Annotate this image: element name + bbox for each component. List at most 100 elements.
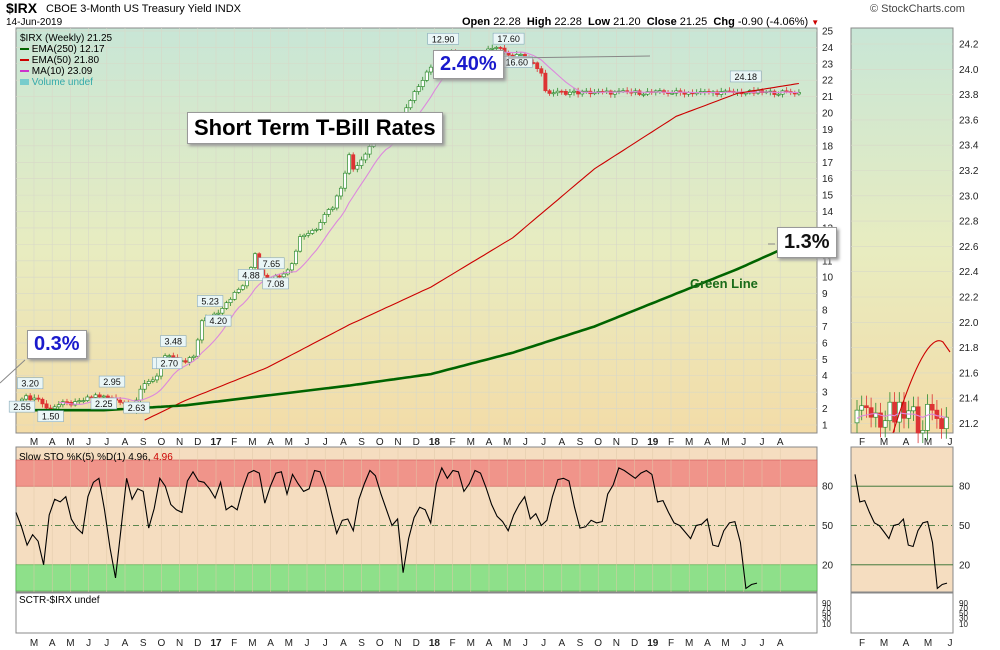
zoom-sctr-y-tick-label: 50 — [959, 609, 968, 618]
y-tick-label: 1 — [822, 421, 828, 432]
sto-y-tick-label: 20 — [822, 560, 834, 571]
zoom-candle-body — [878, 412, 883, 428]
candle-body — [351, 154, 356, 170]
value-label: 5.23 — [201, 297, 219, 307]
candle-body — [412, 91, 417, 101]
zoom-y-tick-label: 22.8 — [959, 217, 979, 228]
candle-body — [253, 253, 258, 268]
zoom-sto-y-tick-label: 50 — [959, 521, 971, 532]
x-tick-label: M — [467, 437, 475, 448]
candle-body — [294, 250, 298, 265]
zoom-sctr-x-tick-label: M — [880, 638, 888, 649]
sctr-panel-bg — [15, 592, 818, 634]
value-label: 2.63 — [128, 403, 146, 413]
green-line-label: Green Line — [690, 276, 758, 291]
sctr-x-tick-label: A — [340, 638, 347, 649]
candle-body — [81, 400, 86, 402]
candle-body — [314, 228, 319, 231]
open-label: Open — [462, 16, 491, 28]
zoom-y-tick-label: 23.2 — [959, 166, 979, 177]
close-label: Close — [646, 16, 677, 28]
sctr-x-tick-label: M — [503, 638, 511, 649]
candle-body — [77, 400, 82, 403]
value-label-box — [205, 314, 232, 327]
y-tick-label: 24 — [822, 43, 834, 54]
candle-body — [97, 394, 102, 398]
sto-k-line — [15, 466, 758, 590]
candle-body — [142, 383, 147, 390]
candle-body — [298, 236, 303, 252]
candle-body — [93, 394, 98, 398]
candle-body — [101, 395, 106, 398]
callout-low: 0.3% — [27, 330, 87, 359]
candle-body — [154, 375, 159, 381]
legend-ema50: EMA(50) 21.80 — [20, 55, 112, 66]
sctr-x-tick-label: O — [376, 638, 384, 649]
sctr-x-tick-label: J — [741, 638, 746, 649]
zoom-candle-body — [859, 405, 865, 411]
candle-body — [191, 355, 196, 358]
zoom-candle-body — [925, 403, 930, 431]
x-tick-label: N — [176, 437, 183, 448]
value-label-box — [90, 397, 117, 410]
candle-body — [167, 355, 172, 358]
sctr-x-tick-label: O — [594, 638, 602, 649]
candle-body — [776, 93, 781, 96]
zoom-y-tick-label: 21.6 — [959, 368, 979, 379]
y-tick-label: 9 — [822, 289, 828, 300]
value-label-box — [729, 70, 762, 83]
zoom-candle-body — [939, 418, 944, 429]
candle-body — [187, 357, 192, 363]
zoom-y-tick-label: 22.0 — [959, 318, 979, 329]
ema250-line — [22, 240, 800, 412]
candle-body — [302, 234, 307, 237]
candle-body — [32, 397, 37, 401]
zoom-sctr-x-tick-label: M — [924, 638, 932, 649]
sctr-x-tick-label: A — [49, 638, 56, 649]
x-tick-label: N — [613, 437, 620, 448]
zoom-sto-k-line — [854, 474, 948, 590]
low-value: 21.20 — [613, 16, 641, 28]
sctr-y-tick-label: 10 — [822, 620, 831, 629]
candle-body — [547, 90, 552, 94]
sto-y-tick-label: 80 — [822, 482, 834, 493]
sto-oversold-zone — [15, 564, 818, 592]
x-tick-label: J — [305, 437, 310, 448]
zoom-sctr-y-tick-label: 70 — [959, 604, 968, 613]
zoom-price-panel: 24.2 24.0 23.8 23.6 23.4 23.2 23.0 22.8 22.6 22.4… — [850, 27, 979, 448]
candle-body — [52, 406, 57, 410]
zoom-y-tick-label: 21.8 — [959, 343, 979, 354]
value-label-box — [156, 357, 183, 370]
ema50-line — [144, 82, 799, 421]
candle-body — [85, 396, 90, 401]
x-tick-label: 18 — [429, 437, 441, 448]
x-tick-label: S — [140, 437, 147, 448]
y-tick-label: 22 — [822, 76, 834, 87]
candle-body — [518, 54, 523, 56]
callout-green: 1.3% — [777, 227, 837, 258]
sctr-y-tick-label: 90 — [822, 599, 831, 608]
zoom-sctr-bg — [850, 592, 954, 634]
value-label-box — [8, 400, 36, 413]
zoom-candle-body — [901, 401, 907, 419]
sctr-x-tick-label: J — [760, 638, 765, 649]
candle-body — [36, 397, 41, 400]
candle-body — [559, 90, 564, 93]
value-label: 7.08 — [267, 279, 285, 289]
candle-body — [338, 187, 343, 197]
candle-body — [199, 320, 204, 341]
zoom-y-tick-label: 22.4 — [959, 267, 979, 278]
value-label: 2.55 — [13, 402, 31, 412]
x-tick-label: J — [523, 437, 528, 448]
sctr-y-tick-label: 50 — [822, 609, 831, 618]
sto-overbought-zone — [15, 459, 818, 487]
callout-high-pointer — [507, 55, 651, 59]
zoom-candle-body — [887, 401, 893, 422]
candle-body — [326, 209, 331, 215]
candle-body — [645, 91, 650, 95]
candle-body — [490, 47, 495, 50]
sctr-x-tick-label: J — [104, 638, 109, 649]
high-label: High — [526, 16, 552, 28]
candle-body — [232, 292, 237, 300]
